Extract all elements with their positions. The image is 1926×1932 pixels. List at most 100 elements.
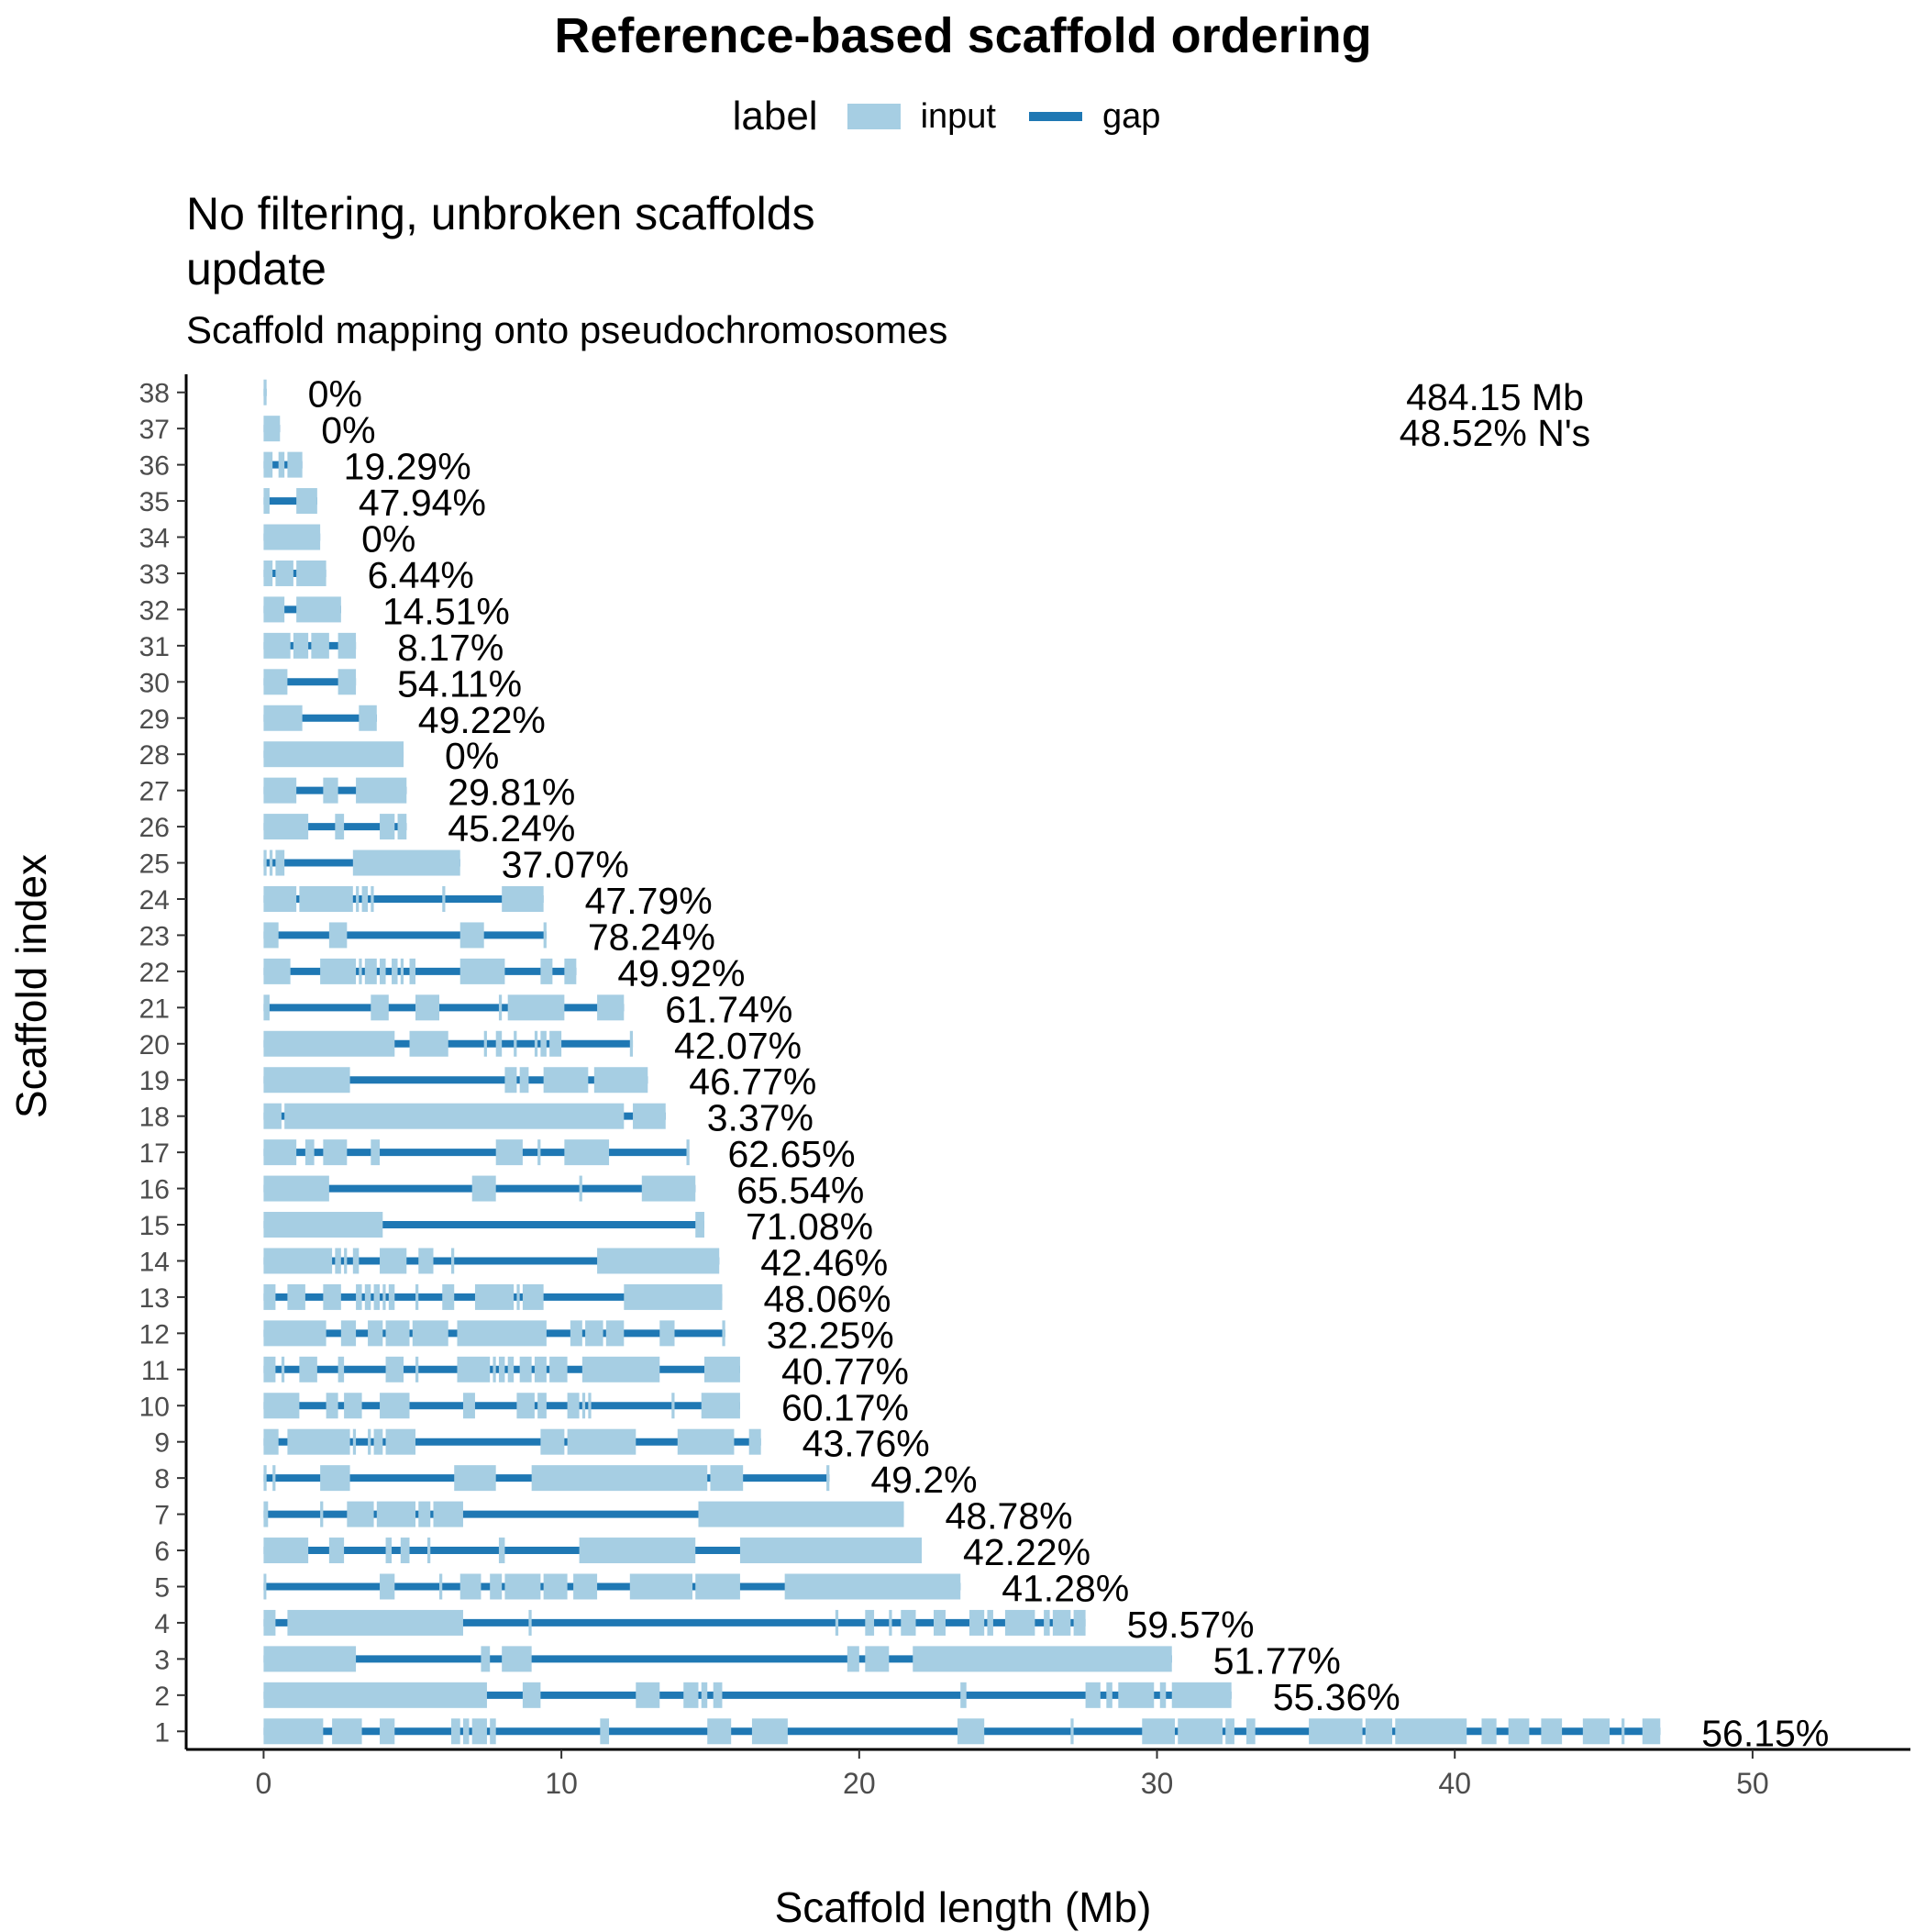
input-segment: [537, 1139, 541, 1166]
input-segment: [364, 958, 377, 984]
gap-percent-label: 47.79%: [585, 880, 713, 922]
input-segment: [549, 1356, 568, 1382]
x-tick-label: 50: [1736, 1767, 1769, 1800]
input-segment: [457, 1320, 547, 1347]
gap-percent-label: 48.78%: [946, 1495, 1073, 1538]
input-segment: [504, 1573, 541, 1600]
input-segment: [969, 1609, 985, 1636]
input-segment: [549, 1030, 562, 1057]
input-segment: [502, 885, 544, 912]
gap-percent-label: 32.25%: [767, 1314, 894, 1356]
input-segment: [629, 1030, 634, 1057]
gap-percent-label: 0%: [445, 735, 499, 777]
input-segment: [263, 849, 267, 876]
input-segment: [263, 1356, 276, 1382]
input-segment: [1052, 1609, 1071, 1636]
input-segment: [281, 1356, 285, 1382]
y-tick-label: 17: [139, 1138, 170, 1169]
input-segment: [1582, 1718, 1611, 1745]
input-segment: [543, 1067, 589, 1094]
input-segment: [371, 994, 389, 1021]
legend: label input gap: [0, 94, 1926, 139]
input-segment: [784, 1573, 961, 1600]
gap-percent-label: 43.76%: [802, 1423, 930, 1465]
input-segment: [320, 1465, 350, 1492]
input-segment: [263, 814, 309, 840]
input-segment: [462, 1718, 470, 1745]
y-tick-label: 32: [139, 595, 170, 626]
x-axis-label: Scaffold length (Mb): [774, 1883, 1152, 1931]
input-segment: [335, 1248, 341, 1274]
input-segment: [495, 1139, 523, 1166]
input-segment: [1118, 1682, 1155, 1708]
input-segment: [344, 1393, 362, 1419]
input-segment: [498, 1356, 505, 1382]
input-segment: [826, 1465, 830, 1492]
input-segment: [263, 777, 297, 804]
input-segment: [624, 1283, 723, 1310]
input-segment: [588, 1393, 592, 1419]
input-segment: [263, 1646, 357, 1672]
input-segment: [380, 814, 395, 840]
input-segment: [442, 885, 446, 912]
input-segment: [987, 1609, 993, 1636]
input-segment: [1159, 1682, 1167, 1708]
input-segment: [338, 1356, 345, 1382]
input-segment: [263, 922, 279, 949]
input-segment: [498, 1538, 505, 1564]
gap-percent-label: 46.77%: [689, 1060, 816, 1103]
input-segment: [263, 994, 270, 1021]
input-segment: [573, 1573, 598, 1600]
y-tick-label: 34: [139, 524, 170, 554]
input-segment: [338, 632, 357, 659]
input-segment: [498, 994, 503, 1021]
y-tick-label: 25: [139, 849, 170, 880]
input-segment: [1004, 1609, 1035, 1636]
input-segment: [347, 1501, 374, 1527]
gap-percent-label: 49.22%: [418, 699, 546, 741]
input-segment: [385, 1356, 404, 1382]
gap-percent-label: 42.46%: [760, 1241, 888, 1283]
input-segment: [293, 632, 309, 659]
input-segment: [320, 1501, 324, 1527]
gap-percent-label: 55.36%: [1273, 1676, 1400, 1718]
input-segment: [328, 922, 348, 949]
input-segment: [356, 885, 360, 912]
input-segment: [427, 1538, 431, 1564]
gap-percent-label: 19.29%: [344, 446, 471, 488]
gap-percent-label: 48.06%: [763, 1278, 891, 1320]
input-segment: [1245, 1718, 1256, 1745]
gap-percent-label: 37.07%: [502, 844, 629, 886]
input-segment: [388, 1283, 395, 1310]
input-segment: [1309, 1718, 1363, 1745]
input-segment: [641, 1175, 696, 1202]
gap-percent-label: 71.08%: [746, 1205, 873, 1248]
input-segment: [376, 1501, 416, 1527]
input-segment: [522, 1682, 541, 1708]
input-segment: [287, 1283, 305, 1310]
input-segment: [412, 1320, 448, 1347]
input-segment: [263, 1283, 276, 1310]
input-segment: [847, 1646, 859, 1672]
legend-title: label: [732, 94, 818, 139]
input-segment: [320, 958, 357, 984]
y-tick-label: 14: [139, 1247, 170, 1277]
y-tick-label: 24: [139, 885, 170, 916]
input-segment: [1178, 1718, 1223, 1745]
y-tick-label: 38: [139, 379, 170, 409]
input-segment: [352, 1248, 360, 1274]
gap-percent-label: 60.17%: [781, 1386, 909, 1428]
gap-percent-label: 54.11%: [397, 662, 522, 705]
input-segment: [323, 1283, 341, 1310]
gap-percent-label: 29.81%: [448, 772, 575, 814]
input-segment: [263, 669, 288, 695]
input-segment: [263, 488, 270, 515]
input-segment: [540, 1428, 565, 1455]
input-segment: [356, 777, 407, 804]
input-segment: [278, 451, 285, 478]
x-tick-label: 0: [256, 1767, 272, 1800]
input-segment: [1044, 1609, 1050, 1636]
input-segment: [263, 705, 303, 731]
input-segment: [1508, 1718, 1530, 1745]
